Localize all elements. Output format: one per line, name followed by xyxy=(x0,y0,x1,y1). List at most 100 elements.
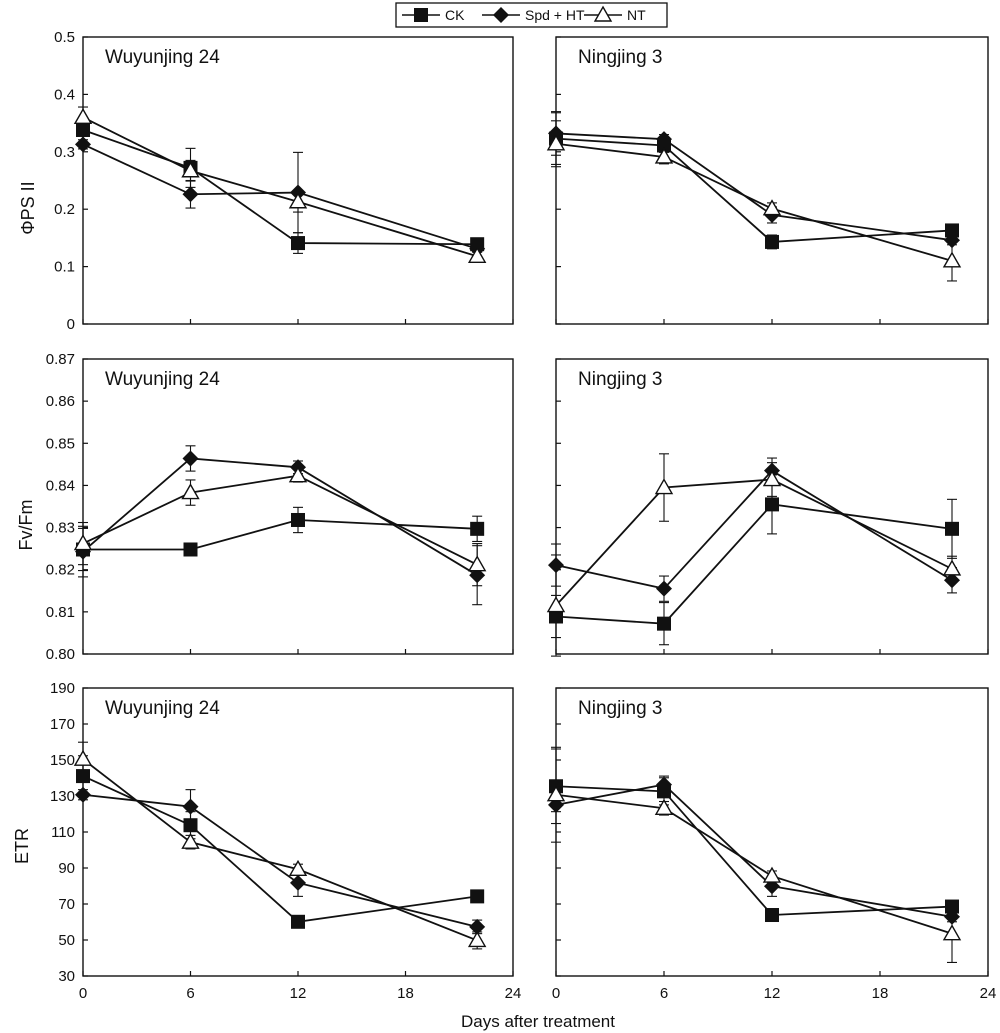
data-point-nt xyxy=(762,199,782,216)
y-tick-label: 0.82 xyxy=(46,562,75,579)
data-point-ck xyxy=(183,818,198,833)
legend-item-ck: CK xyxy=(402,7,465,23)
data-point-nt xyxy=(546,785,566,802)
panel-frame xyxy=(82,687,514,977)
panel-title: Ningjing 3 xyxy=(578,47,663,68)
series-line-spd-ht xyxy=(82,793,478,928)
data-point-ck xyxy=(291,914,305,929)
data-point-nt xyxy=(288,466,308,483)
data-point-ck xyxy=(470,521,485,536)
y-tick-label: 0.84 xyxy=(46,477,75,494)
series-line-ck xyxy=(82,775,478,923)
data-point-nt xyxy=(942,559,962,576)
data-point-nt xyxy=(942,251,962,268)
data-point-ck xyxy=(76,122,90,137)
data-point-nt xyxy=(762,866,782,883)
data-point-nt xyxy=(546,134,566,151)
x-tick-label: 6 xyxy=(660,985,668,1002)
y-tick-label: 0.86 xyxy=(46,393,75,410)
data-point-nt xyxy=(762,470,782,487)
data-point-spd-ht xyxy=(944,908,960,925)
series-line-spd-ht xyxy=(555,469,953,590)
data-point-ck xyxy=(945,223,959,238)
data-point-ck xyxy=(657,616,671,631)
series-line-ck xyxy=(82,129,478,246)
y-tick-label: 0.85 xyxy=(46,435,75,452)
y-tick-label: 110 xyxy=(51,824,75,841)
data-point-ck xyxy=(291,236,305,251)
data-point-nt xyxy=(73,107,93,125)
data-point-nt xyxy=(654,798,674,815)
y-tick-label: 130 xyxy=(50,788,75,805)
y-tick-label: 0.80 xyxy=(46,646,75,663)
panel-phi-wuyunjing: Wuyunjing 24 0.5 0.4 0.3 0.2 0.1 0 xyxy=(54,29,514,333)
legend-item-spd-ht: Spd + HT xyxy=(482,7,585,23)
data-point-spd-ht xyxy=(290,874,306,891)
panel-title: Ningjing 3 xyxy=(578,698,663,719)
panel-fvfm-ningjing: Ningjing 3 xyxy=(546,358,989,657)
panel-etr-wuyunjing: Wuyunjing 24 190 170 150 130 110 90 70 50 300 6 12 1… xyxy=(50,680,521,1002)
data-point-spd-ht xyxy=(944,232,960,249)
data-point-spd-ht xyxy=(944,572,960,589)
data-point-nt xyxy=(654,147,674,164)
phi-psii-y-axis-label: ΦPS II xyxy=(18,181,38,234)
data-point-spd-ht xyxy=(75,786,91,803)
panel-frame xyxy=(555,36,989,325)
legend-item-nt: NT xyxy=(584,5,646,23)
fv-fm-y-axis-label: Fv/Fm xyxy=(16,500,36,551)
panel-etr-ningjing: Ningjing 3 0 6 12 18 24 xyxy=(546,687,997,1002)
series-line-ck xyxy=(555,785,953,916)
series-line-nt xyxy=(82,758,478,942)
legend-label: NT xyxy=(627,7,646,23)
data-point-nt xyxy=(288,192,308,209)
x-tick-label: 0 xyxy=(79,985,87,1002)
y-tick-label: 0.81 xyxy=(46,604,75,621)
series-line-ck xyxy=(83,519,478,551)
data-point-nt xyxy=(181,483,200,500)
y-tick-label: 0.2 xyxy=(54,201,75,218)
x-tick-label: 24 xyxy=(980,985,997,1002)
panel-frame xyxy=(82,358,514,655)
series-line-spd-ht xyxy=(555,783,953,918)
panel-phi-ningjing: Ningjing 3 xyxy=(546,36,989,325)
data-point-spd-ht xyxy=(656,580,672,597)
data-point-nt xyxy=(73,749,93,766)
data-point-spd-ht xyxy=(656,131,672,148)
data-point-spd-ht xyxy=(469,918,486,935)
y-tick-label: 190 xyxy=(50,680,75,697)
data-point-nt xyxy=(467,555,487,572)
series-line-nt xyxy=(82,116,478,258)
data-point-nt xyxy=(467,246,487,263)
y-tick-label: 0.4 xyxy=(54,86,75,103)
y-tick-label: 0.5 xyxy=(54,29,75,46)
series-line-ck xyxy=(555,503,953,625)
y-tick-label: 90 xyxy=(58,860,75,877)
data-point-ck xyxy=(765,497,779,512)
data-point-ck xyxy=(945,521,959,536)
data-point-spd-ht xyxy=(182,798,199,815)
data-point-nt xyxy=(288,859,308,876)
data-point-ck xyxy=(470,889,485,904)
x-tick-label: 24 xyxy=(505,985,522,1002)
legend-marker-ck xyxy=(414,8,428,22)
x-axis-title: Days after treatment xyxy=(461,1012,615,1031)
y-tick-label: 70 xyxy=(58,896,75,913)
data-point-spd-ht xyxy=(548,557,564,574)
y-tick-label: 150 xyxy=(50,752,75,769)
y-tick-label: 0.1 xyxy=(54,259,75,276)
data-point-nt xyxy=(181,832,200,849)
series-line-spd-ht xyxy=(82,143,478,250)
data-point-spd-ht xyxy=(548,125,564,142)
data-point-ck xyxy=(765,908,779,923)
x-tick-label: 6 xyxy=(186,985,194,1002)
data-point-nt xyxy=(181,161,200,178)
y-tick-label: 0 xyxy=(67,316,75,333)
data-point-ck xyxy=(549,609,563,624)
data-point-spd-ht xyxy=(182,186,199,203)
data-point-spd-ht xyxy=(182,450,199,467)
y-tick-label: 0.83 xyxy=(46,520,75,537)
x-tick-label: 0 xyxy=(552,985,560,1002)
panel-title: Wuyunjing 24 xyxy=(105,47,220,68)
x-tick-label: 12 xyxy=(764,985,781,1002)
legend-marker-nt xyxy=(593,5,613,22)
